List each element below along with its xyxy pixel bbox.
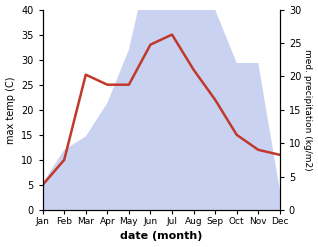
X-axis label: date (month): date (month) (120, 231, 203, 242)
Y-axis label: max temp (C): max temp (C) (5, 76, 16, 144)
Y-axis label: med. precipitation (kg/m2): med. precipitation (kg/m2) (303, 49, 313, 171)
